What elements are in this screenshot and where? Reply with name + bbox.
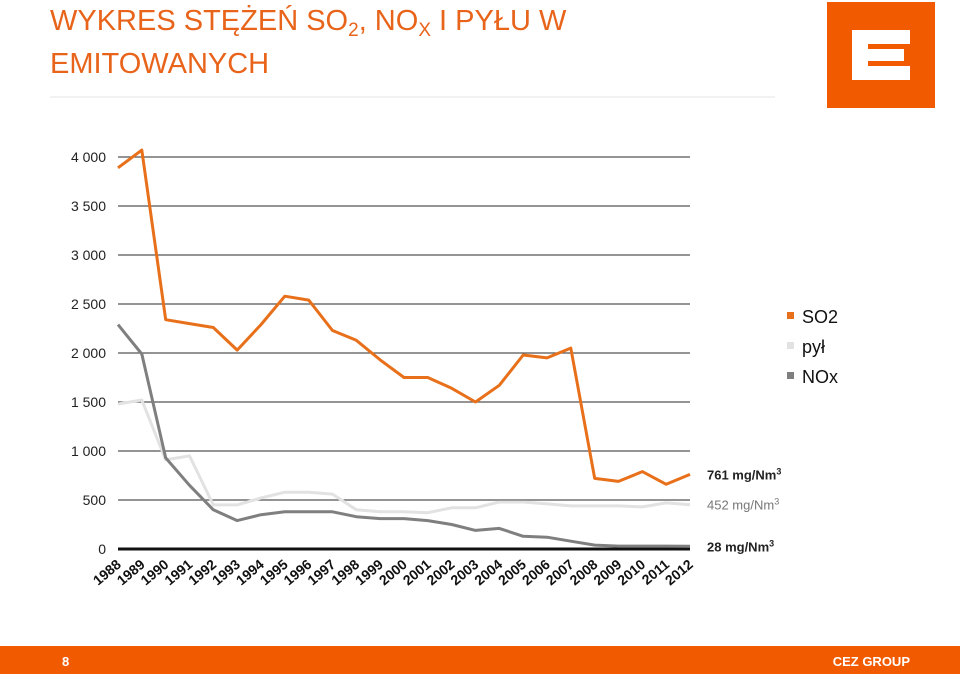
title-part: I PYŁU W [431,5,567,37]
end-label-text: 761 mg/Nm [707,467,776,482]
legend-swatch [787,312,794,319]
end-label-sup: 3 [776,466,781,476]
x-tick-label: 2012 [662,556,696,588]
legend-label: NOx [802,367,838,387]
series-line [117,398,691,515]
logo [827,2,935,108]
y-tick-label: 4 000 [71,149,106,165]
title: EMITOWANYCH [50,48,269,80]
y-tick-label: 0 [98,541,106,557]
y-tick-label: 500 [83,492,107,508]
title-part: WYKRES STĘŻEŃ SO [50,4,348,37]
legend-label: pył [802,337,825,357]
legend-swatch [787,342,794,349]
series-line [117,148,691,486]
footer-bar [0,646,960,674]
legend-swatch [787,372,794,379]
y-tick-label: 1 500 [71,394,106,410]
y-tick-label: 3 000 [71,247,106,263]
end-label: 28 mg/Nm3 [707,538,774,554]
end-label-sup: 3 [769,538,774,548]
title: WYKRES STĘŻEŃ SO2, NOX I PYŁU W [50,4,567,41]
legend-label: SO2 [802,307,838,327]
title-part: , NO [359,5,419,37]
brand: CEZ GROUP [833,654,911,669]
y-tick-label: 2 500 [71,296,106,312]
end-label-sup: 3 [774,497,779,507]
y-tick-label: 1 000 [71,443,106,459]
end-label-text: 28 mg/Nm [707,539,769,554]
title-sub: 2 [348,20,359,41]
page-number: 8 [62,654,69,669]
y-tick-label: 3 500 [71,198,106,214]
end-label: 452 mg/Nm3 [707,497,779,513]
end-label: 761 mg/Nm3 [707,466,781,482]
y-tick-label: 2 000 [71,345,106,361]
end-label-text: 452 mg/Nm [707,498,774,513]
title-sub: X [418,20,431,41]
series-line [116,323,691,548]
